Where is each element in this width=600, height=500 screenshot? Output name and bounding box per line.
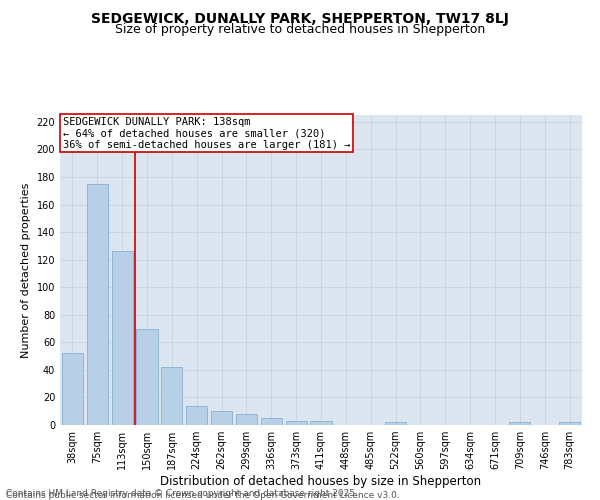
Bar — [186, 406, 207, 425]
Text: SEDGEWICK, DUNALLY PARK, SHEPPERTON, TW17 8LJ: SEDGEWICK, DUNALLY PARK, SHEPPERTON, TW1… — [91, 12, 509, 26]
Text: Size of property relative to detached houses in Shepperton: Size of property relative to detached ho… — [115, 22, 485, 36]
Bar — [509, 422, 530, 425]
Bar — [211, 411, 232, 425]
Bar — [236, 414, 257, 425]
Y-axis label: Number of detached properties: Number of detached properties — [21, 182, 31, 358]
Bar — [559, 422, 580, 425]
Bar — [310, 421, 332, 425]
Text: Contains HM Land Registry data © Crown copyright and database right 2025.: Contains HM Land Registry data © Crown c… — [6, 488, 358, 498]
Text: SEDGEWICK DUNALLY PARK: 138sqm
← 64% of detached houses are smaller (320)
36% of: SEDGEWICK DUNALLY PARK: 138sqm ← 64% of … — [62, 116, 350, 150]
Bar — [286, 421, 307, 425]
X-axis label: Distribution of detached houses by size in Shepperton: Distribution of detached houses by size … — [160, 475, 482, 488]
Bar — [87, 184, 108, 425]
Bar — [161, 367, 182, 425]
Bar — [261, 418, 282, 425]
Bar — [62, 354, 83, 425]
Bar — [385, 422, 406, 425]
Text: Contains public sector information licensed under the Open Government Licence v3: Contains public sector information licen… — [6, 491, 400, 500]
Bar — [112, 252, 133, 425]
Bar — [136, 328, 158, 425]
